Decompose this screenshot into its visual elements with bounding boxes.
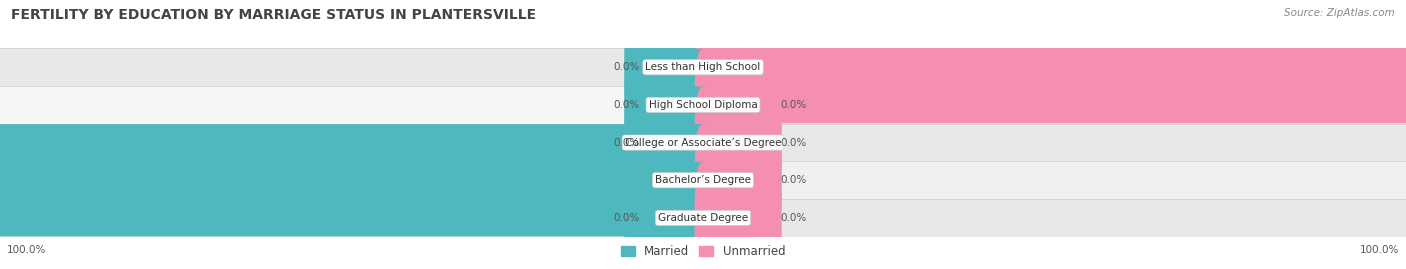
FancyBboxPatch shape <box>624 162 711 269</box>
FancyBboxPatch shape <box>695 162 782 269</box>
Bar <box>0 124 1406 161</box>
FancyBboxPatch shape <box>695 86 782 199</box>
FancyBboxPatch shape <box>624 49 711 161</box>
Text: FERTILITY BY EDUCATION BY MARRIAGE STATUS IN PLANTERSVILLE: FERTILITY BY EDUCATION BY MARRIAGE STATU… <box>11 8 536 22</box>
Text: 0.0%: 0.0% <box>613 137 640 148</box>
Bar <box>0 86 1406 124</box>
Text: 0.0%: 0.0% <box>613 100 640 110</box>
FancyBboxPatch shape <box>0 124 711 236</box>
Text: 100.0%: 100.0% <box>1360 245 1399 255</box>
Text: High School Diploma: High School Diploma <box>648 100 758 110</box>
FancyBboxPatch shape <box>695 49 782 161</box>
Text: College or Associate’s Degree: College or Associate’s Degree <box>624 137 782 148</box>
Text: 0.0%: 0.0% <box>613 62 640 72</box>
Bar <box>0 161 1406 199</box>
FancyBboxPatch shape <box>624 11 711 123</box>
FancyBboxPatch shape <box>695 124 782 236</box>
Text: 0.0%: 0.0% <box>780 100 807 110</box>
Bar <box>0 199 1406 237</box>
Legend: Married, Unmarried: Married, Unmarried <box>616 241 790 263</box>
Text: Graduate Degree: Graduate Degree <box>658 213 748 223</box>
FancyBboxPatch shape <box>624 86 711 199</box>
Text: 0.0%: 0.0% <box>780 213 807 223</box>
Text: 0.0%: 0.0% <box>780 137 807 148</box>
Text: 0.0%: 0.0% <box>613 213 640 223</box>
Text: Less than High School: Less than High School <box>645 62 761 72</box>
Text: 0.0%: 0.0% <box>780 175 807 185</box>
FancyBboxPatch shape <box>695 11 1406 123</box>
Text: Source: ZipAtlas.com: Source: ZipAtlas.com <box>1284 8 1395 18</box>
Text: Bachelor’s Degree: Bachelor’s Degree <box>655 175 751 185</box>
Bar <box>0 48 1406 86</box>
Text: 100.0%: 100.0% <box>7 245 46 255</box>
